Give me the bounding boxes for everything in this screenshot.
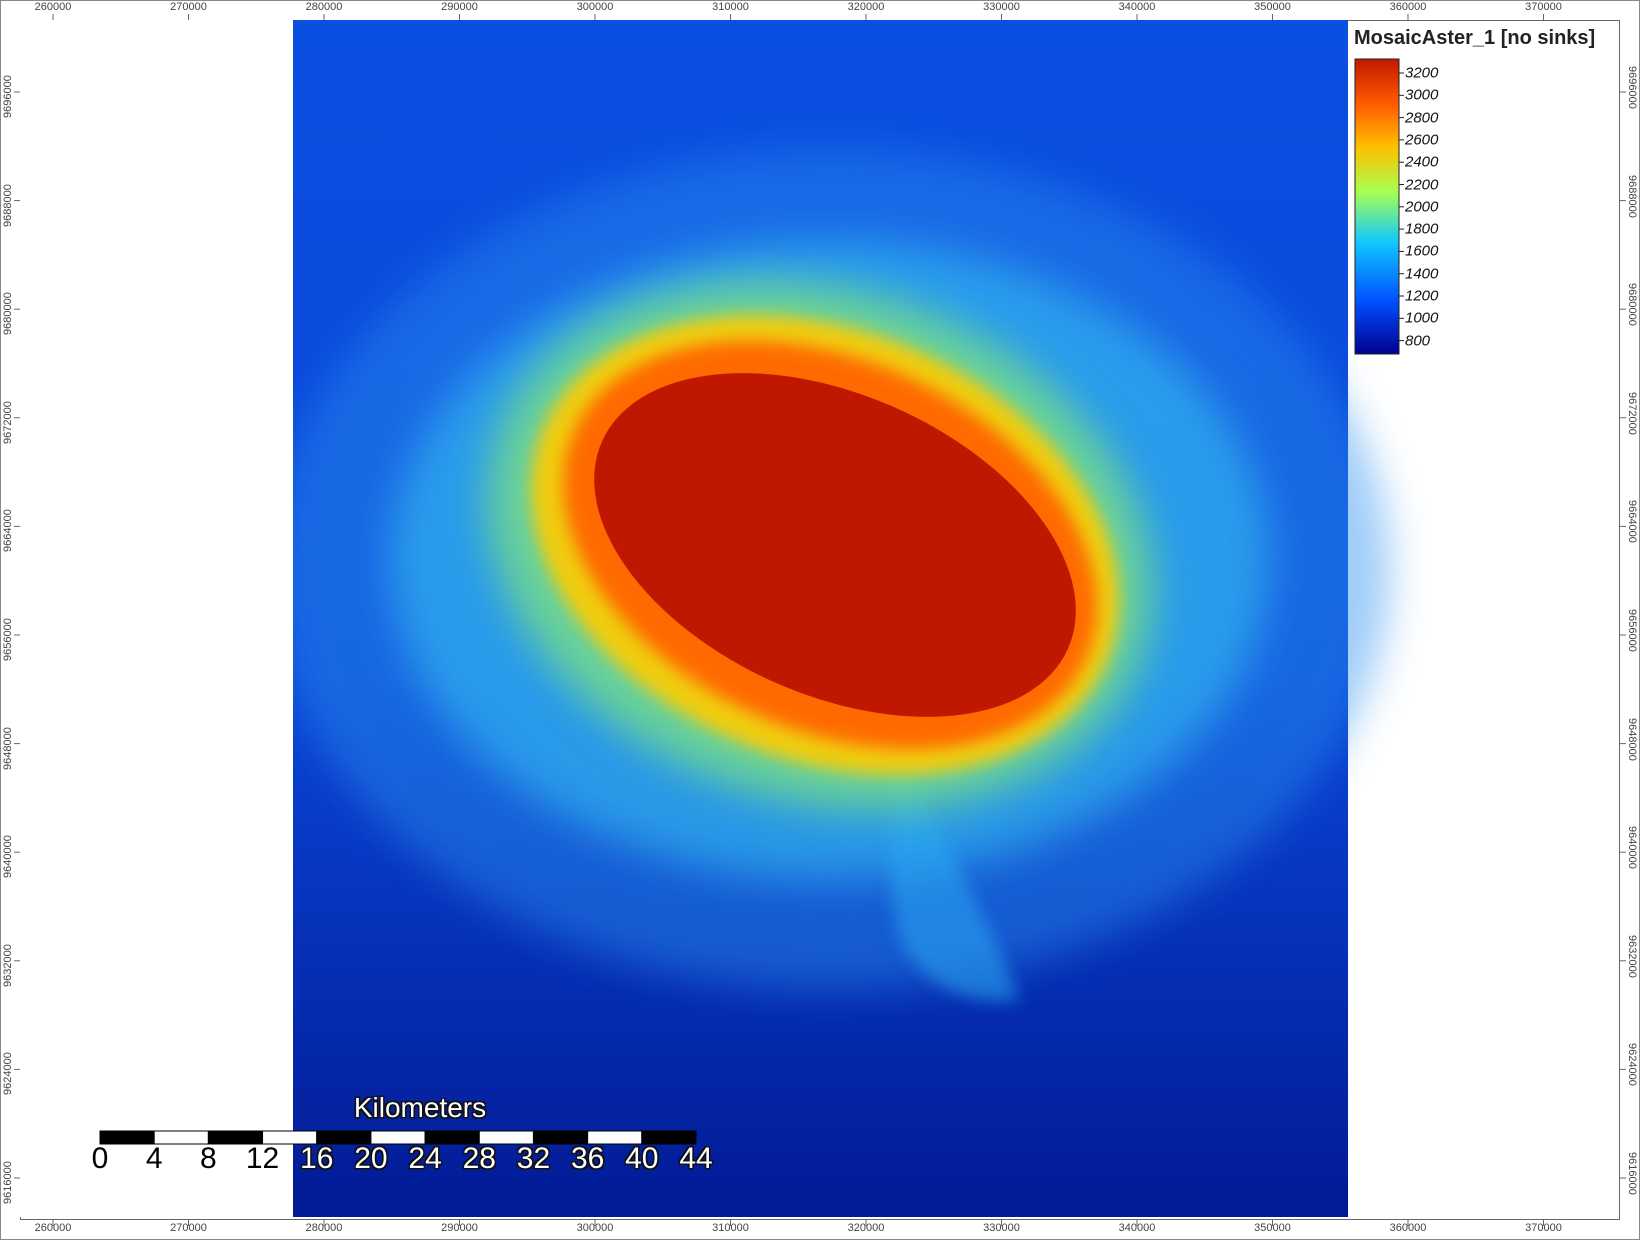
y-tick-label-right: 9696000 bbox=[1626, 66, 1638, 109]
x-tick-label-top: 310000 bbox=[712, 1, 749, 13]
y-tick-label-right: 9664000 bbox=[1626, 500, 1638, 544]
y-tick-label-left: 9680000 bbox=[2, 292, 14, 336]
y-tick-label-left: 9688000 bbox=[2, 183, 14, 227]
x-tick-label-top: 350000 bbox=[1254, 1, 1291, 13]
legend-label: 2000 bbox=[1405, 198, 1439, 216]
x-tick-label-bottom: 340000 bbox=[1118, 1222, 1156, 1234]
legend-title: MosaicAster_1 [no sinks] bbox=[1354, 27, 1596, 49]
legend-label: 2400 bbox=[1405, 153, 1439, 171]
y-tick-label-left: 9656000 bbox=[2, 618, 14, 661]
scale-bar-label: 12 bbox=[245, 1142, 280, 1175]
scale-bar bbox=[99, 1130, 697, 1145]
y-tick-label-left: 9640000 bbox=[2, 835, 14, 879]
y-tick-label-right: 9640000 bbox=[1626, 826, 1638, 870]
y-tick-label-right: 9632000 bbox=[1626, 934, 1638, 978]
y-tick-label-left: 9672000 bbox=[2, 400, 14, 444]
legend-label: 3000 bbox=[1405, 86, 1439, 104]
scale-bar-label: 40 bbox=[625, 1142, 659, 1175]
scale-bar-label: 16 bbox=[300, 1142, 334, 1175]
scale-bar-label: 0 bbox=[91, 1142, 109, 1175]
x-tick-label-bottom: 350000 bbox=[1254, 1222, 1291, 1234]
legend-label: 2200 bbox=[1405, 176, 1439, 193]
y-tick-label-left: 9664000 bbox=[2, 509, 14, 553]
scale-bar-label: 44 bbox=[679, 1142, 713, 1175]
scale-bar-label: 4 bbox=[145, 1142, 163, 1175]
x-tick-label-top: 290000 bbox=[441, 1, 478, 13]
x-tick-label-bottom: 330000 bbox=[983, 1222, 1020, 1234]
y-tick-label-left: 9648000 bbox=[2, 726, 14, 770]
legend-ticks bbox=[1399, 72, 1404, 342]
y-tick-label-right: 9616000 bbox=[1626, 1152, 1638, 1195]
x-tick-label-top: 320000 bbox=[847, 1, 885, 13]
y-tick-label-right: 9656000 bbox=[1626, 609, 1638, 652]
x-tick-label-top: 300000 bbox=[576, 1, 614, 13]
y-tick-label-right: 9624000 bbox=[1626, 1043, 1638, 1087]
scale-bar-label: 36 bbox=[570, 1142, 605, 1175]
legend-label: 1400 bbox=[1405, 265, 1439, 283]
legend-label: 800 bbox=[1405, 332, 1431, 350]
x-tick-label-bottom: 360000 bbox=[1389, 1222, 1427, 1234]
x-tick-label-bottom: 260000 bbox=[34, 1222, 72, 1234]
x-tick-label-top: 370000 bbox=[1525, 1, 1562, 13]
scale-bar-title: Kilometers bbox=[353, 1092, 487, 1123]
scale-bar-label: 8 bbox=[200, 1142, 217, 1175]
x-tick-label-bottom: 310000 bbox=[712, 1222, 749, 1234]
x-tick-label-top: 340000 bbox=[1118, 1, 1156, 13]
x-tick-label-bottom: 320000 bbox=[847, 1222, 885, 1234]
legend-label: 2600 bbox=[1405, 131, 1439, 149]
legend-label: 1000 bbox=[1405, 309, 1439, 327]
x-tick-label-top: 330000 bbox=[983, 1, 1020, 13]
legend-label: 1200 bbox=[1405, 287, 1439, 305]
x-tick-label-bottom: 270000 bbox=[170, 1222, 207, 1234]
y-tick-label-right: 9672000 bbox=[1626, 391, 1638, 435]
scale-bar-label: 32 bbox=[516, 1142, 551, 1175]
x-tick-label-top: 270000 bbox=[170, 1, 207, 13]
x-tick-label-bottom: 290000 bbox=[441, 1222, 478, 1234]
legend-color-ramp bbox=[1354, 58, 1400, 355]
y-tick-label-left: 9624000 bbox=[2, 1052, 14, 1096]
x-tick-label-bottom: 300000 bbox=[576, 1222, 614, 1234]
scale-bar-label: 20 bbox=[354, 1142, 388, 1175]
scale-bar-label: 28 bbox=[462, 1142, 496, 1175]
legend-label: 2800 bbox=[1405, 109, 1439, 127]
legend-label: 1600 bbox=[1405, 242, 1439, 260]
y-tick-label-left: 9696000 bbox=[2, 75, 14, 118]
summit-plateau bbox=[594, 373, 1076, 717]
x-tick-label-bottom: 370000 bbox=[1525, 1222, 1562, 1234]
legend-label: 1800 bbox=[1405, 220, 1439, 238]
scale-bar-segment bbox=[641, 1130, 697, 1145]
scale-bar-label: 24 bbox=[408, 1142, 442, 1175]
elevation-raster bbox=[270, 20, 1390, 1217]
y-tick-label-right: 9680000 bbox=[1626, 283, 1638, 327]
x-tick-label-top: 260000 bbox=[34, 1, 72, 13]
y-tick-label-right: 9688000 bbox=[1626, 174, 1638, 218]
x-tick-label-top: 360000 bbox=[1389, 1, 1427, 13]
legend-label: 3200 bbox=[1405, 64, 1439, 82]
y-tick-label-left: 9632000 bbox=[2, 943, 14, 987]
x-tick-label-top: 280000 bbox=[305, 1, 343, 13]
y-tick-label-left: 9616000 bbox=[2, 1161, 14, 1204]
axis-tick-marks bbox=[14, 14, 1626, 1226]
y-tick-label-right: 9648000 bbox=[1626, 717, 1638, 761]
x-tick-label-bottom: 280000 bbox=[305, 1222, 343, 1234]
